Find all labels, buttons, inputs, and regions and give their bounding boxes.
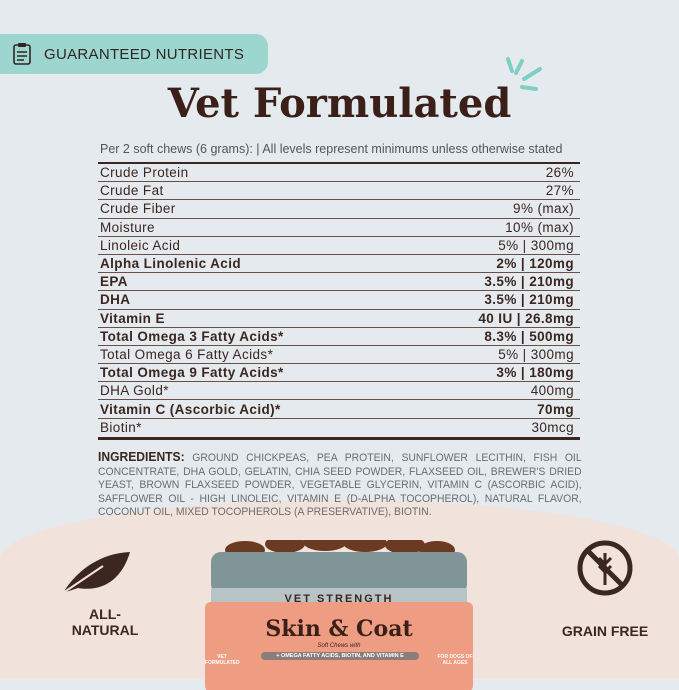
nutrient-row: Vitamin C (Ascorbic Acid)* 70mg <box>98 400 580 419</box>
product-benefits: + OMEGA FATTY ACIDS, BIOTIN, AND VITAMIN… <box>261 652 419 660</box>
nutrient-name: DHA <box>100 292 131 308</box>
vet-strength-label: VET STRENGTH <box>284 593 394 605</box>
product-name: Skin & Coat <box>265 616 413 642</box>
serving-note: Per 2 soft chews (6 grams): | All levels… <box>100 142 563 156</box>
nutrient-name: Total Omega 9 Fatty Acids* <box>100 365 284 381</box>
nutrient-value: 5% | 300mg <box>498 237 574 253</box>
ingredients-text: GROUND CHICKPEAS, PEA PROTEIN, SUNFLOWER… <box>98 452 582 518</box>
nutrient-value: 40 IU | 26.8mg <box>478 310 574 326</box>
product-jar: VET STRENGTH Skin & Coat Soft Chews with… <box>205 540 473 690</box>
grain-free-label: GRAIN FREE <box>561 623 649 639</box>
nutrient-value: 3% | 180mg <box>496 365 574 381</box>
nutrient-value: 27% <box>545 183 574 199</box>
all-ages-badge: FOR DOGS OF ALL AGES <box>437 654 473 666</box>
leaf-icon <box>62 552 130 594</box>
jar-graphic <box>205 540 473 690</box>
nutrient-name: EPA <box>100 274 128 290</box>
nutrient-row: Biotin* 30mcg <box>98 419 580 437</box>
nutrient-name: Biotin* <box>100 420 142 436</box>
nutrient-name: Crude Fiber <box>100 201 176 217</box>
nutrient-name: Alpha Linolenic Acid <box>100 256 242 272</box>
nutrient-row: Crude Fat 27% <box>98 182 580 201</box>
nutrient-name: Total Omega 6 Fatty Acids* <box>100 346 274 362</box>
nutrient-row: Linoleic Acid 5% | 300mg <box>98 237 580 255</box>
nutrient-value: 9% (max) <box>513 201 574 217</box>
nutrient-row: DHA Gold* 400mg <box>98 382 580 401</box>
ingredients: INGREDIENTS: GROUND CHICKPEAS, PEA PROTE… <box>98 450 582 520</box>
nutrient-row: Total Omega 3 Fatty Acids* 8.3% | 500mg <box>98 328 580 346</box>
nutrient-name: Crude Protein <box>100 165 189 181</box>
nutrient-name: Vitamin E <box>100 310 165 326</box>
nutrient-row: Total Omega 6 Fatty Acids* 5% | 300mg <box>98 346 580 365</box>
nutrient-name: Crude Fat <box>100 183 164 199</box>
nutrient-name: Total Omega 3 Fatty Acids* <box>100 328 284 344</box>
page-title: Vet Formulated <box>167 80 512 127</box>
nutrient-name: DHA Gold* <box>100 383 169 399</box>
nutrient-name: Vitamin C (Ascorbic Acid)* <box>100 401 281 417</box>
nutrient-name: Linoleic Acid <box>100 237 181 253</box>
nutrient-row: Vitamin E 40 IU | 26.8mg <box>98 310 580 328</box>
nutrient-row: Alpha Linolenic Acid 2% | 120mg <box>98 255 580 274</box>
nutrient-table: Crude Protein 26% Crude Fat 27% Crude Fiber 9… <box>98 162 580 440</box>
nutrient-value: 30mcg <box>531 420 574 436</box>
sparkle-icon <box>506 57 542 91</box>
nutrient-row: Total Omega 9 Fatty Acids* 3% | 180mg <box>98 364 580 383</box>
badge-label: GUARANTEED NUTRIENTS <box>44 45 245 63</box>
guaranteed-nutrients-badge: GUARANTEED NUTRIENTS <box>0 34 268 74</box>
nutrient-value: 3.5% | 210mg <box>484 292 574 308</box>
nutrient-value: 5% | 300mg <box>498 346 574 362</box>
all-natural-label: ALL- NATURAL <box>71 606 139 638</box>
ingredients-label: INGREDIENTS: <box>98 449 185 464</box>
product-tagline: Soft Chews with <box>317 643 361 649</box>
nutrient-row: EPA 3.5% | 210mg <box>98 273 580 292</box>
nutrient-value: 8.3% | 500mg <box>484 328 574 344</box>
nutrient-row: DHA 3.5% | 210mg <box>98 291 580 310</box>
nutrient-value: 400mg <box>530 383 574 399</box>
nutrient-value: 3.5% | 210mg <box>484 274 574 290</box>
nutrient-value: 10% (max) <box>505 219 574 235</box>
nutrient-row: Crude Fiber 9% (max) <box>98 200 580 219</box>
nutrient-name: Moisture <box>100 219 155 235</box>
no-grain-icon <box>577 540 633 596</box>
nutrient-value: 2% | 120mg <box>496 256 574 272</box>
nutrient-value: 70mg <box>537 401 574 417</box>
clipboard-icon <box>13 43 31 65</box>
vet-formulated-badge: VET FORMULATED <box>205 654 240 666</box>
nutrient-row: Moisture 10% (max) <box>98 219 580 237</box>
nutrient-value: 26% <box>545 165 574 181</box>
nutrient-row: Crude Protein 26% <box>98 164 580 183</box>
